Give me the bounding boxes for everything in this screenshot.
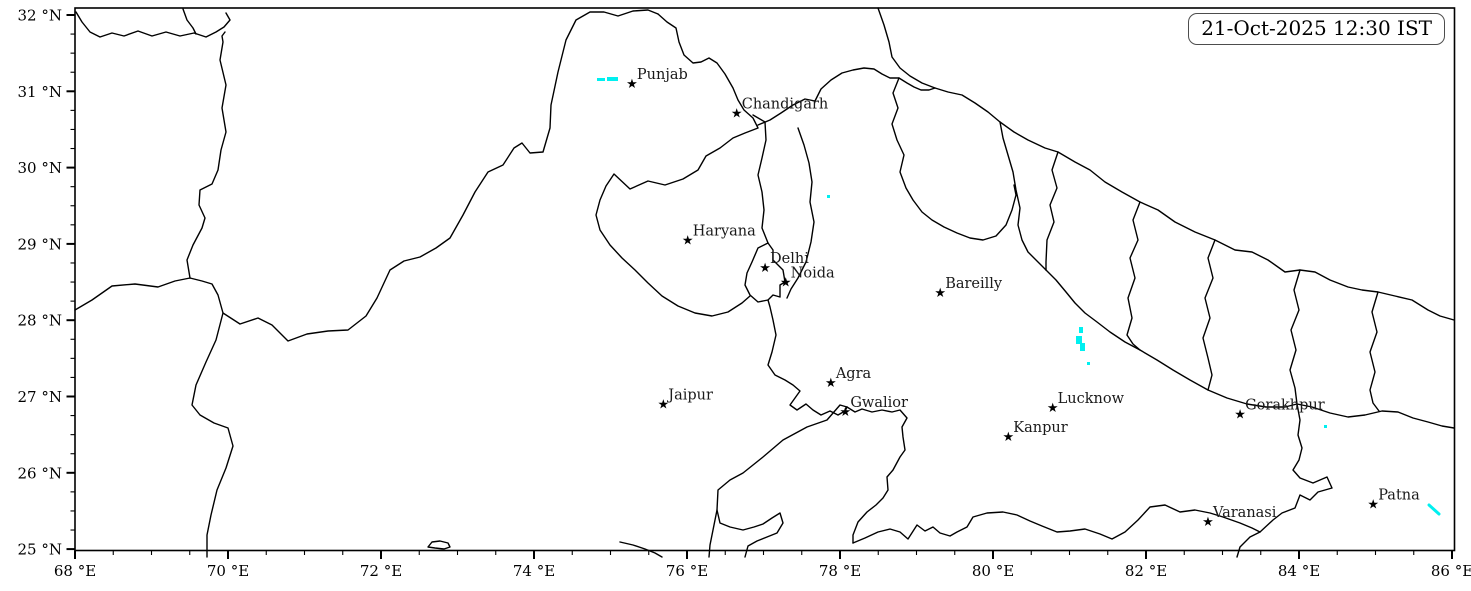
city-label: Noida [791, 265, 835, 281]
star-icon: ★ [731, 107, 743, 122]
y-tick-label: 26 °N [18, 464, 62, 482]
radar-echoes [597, 77, 1441, 516]
star-icon: ★ [1002, 430, 1014, 445]
city-label: Jaipur [666, 387, 713, 403]
y-tick-label: 25 °N [18, 541, 62, 559]
city-label: Gwalior [850, 395, 908, 411]
city-label: Gorakhpur [1245, 397, 1325, 413]
timestamp-badge: 21-Oct-2025 12:30 IST [1188, 13, 1445, 45]
star-icon: ★ [626, 77, 638, 92]
y-tick-label: 27 °N [18, 388, 62, 406]
city-label: Bareilly [945, 276, 1003, 292]
city-label: Haryana [693, 223, 756, 239]
city-label: Kanpur [1013, 420, 1067, 436]
star-icon: ★ [1047, 401, 1059, 416]
star-icon: ★ [759, 261, 771, 276]
star-icon: ★ [1234, 407, 1246, 422]
radar-echo [1076, 336, 1082, 344]
radar-echo [1079, 327, 1083, 333]
x-tick-label: 68 °E [54, 562, 96, 580]
plot-area-frame [74, 7, 1456, 552]
state-boundaries [74, 7, 1455, 558]
y-tick-label: 30 °N [18, 159, 62, 177]
city-label: Patna [1378, 487, 1420, 503]
x-tick-label: 80 °E [972, 562, 1014, 580]
y-tick-label: 29 °N [18, 235, 62, 253]
x-tick-label: 86 °E [1431, 562, 1471, 580]
radar-echo [1324, 425, 1327, 428]
city-label: Varanasi [1212, 505, 1277, 521]
axis-ticks: 68 °E 70 °E 72 °E 74 °E 76 °E 78 °E 80 °E 82 °E… [18, 7, 1471, 581]
x-tick-label: 70 °E [207, 562, 249, 580]
city-label: Punjab [637, 67, 688, 83]
y-tick-label: 28 °N [18, 312, 62, 330]
x-tick-label: 76 °E [666, 562, 708, 580]
star-icon: ★ [1367, 497, 1379, 512]
city-label: Delhi [770, 251, 809, 267]
city-label: Lucknow [1058, 391, 1125, 407]
y-tick-label: 31 °N [18, 83, 62, 101]
star-icon: ★ [780, 275, 792, 290]
radar-echo-dash [1427, 503, 1441, 516]
star-icon: ★ [825, 376, 837, 391]
star-icon: ★ [1202, 515, 1214, 530]
x-tick-label: 74 °E [513, 562, 555, 580]
radar-echo [827, 195, 830, 198]
radar-echo [1080, 343, 1085, 351]
x-tick-label: 78 °E [819, 562, 861, 580]
x-tick-label: 72 °E [360, 562, 402, 580]
y-tick-label: 32 °N [18, 7, 62, 25]
city-label: Chandigarh [742, 97, 829, 113]
star-icon: ★ [657, 397, 669, 412]
x-tick-label: 84 °E [1278, 562, 1320, 580]
city-label: Agra [835, 366, 872, 382]
star-icon: ★ [840, 405, 852, 420]
radar-echo [597, 78, 605, 81]
x-tick-label: 82 °E [1125, 562, 1167, 580]
radar-echo [607, 77, 618, 81]
star-icon: ★ [934, 286, 946, 301]
city-markers: ★Punjab★Chandigarh★Haryana★Delhi★Noida★B… [626, 67, 1420, 530]
star-icon: ★ [682, 233, 694, 248]
radar-echo [1087, 362, 1090, 365]
